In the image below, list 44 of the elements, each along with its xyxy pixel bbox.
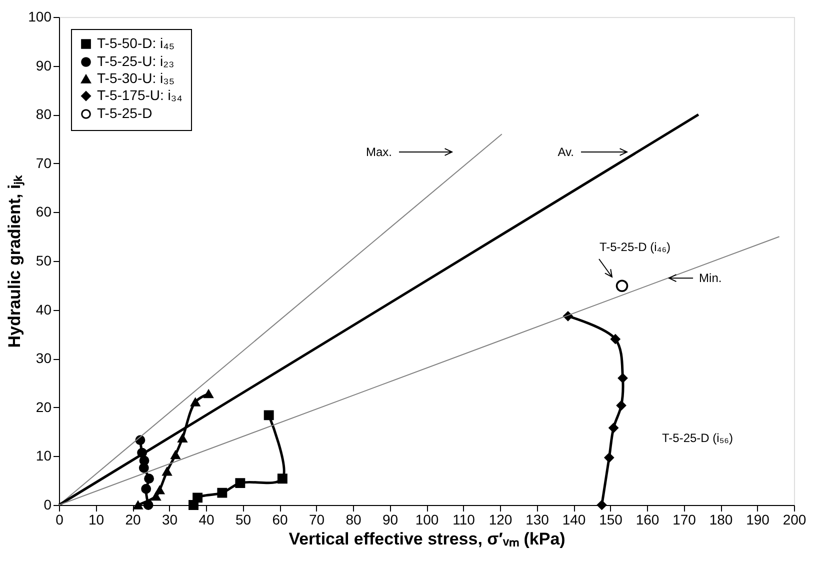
x-tick-label: 40	[198, 512, 214, 528]
annotation: Min.	[699, 271, 722, 286]
x-tick-label: 150	[599, 512, 623, 528]
x-axis-title: Vertical effective stress, σ′ᵥₘ (kPa)	[288, 530, 566, 548]
annotation: T-5-25-D (i₅₆)	[662, 431, 734, 445]
annotation: T-5-25-D (i₄₆)	[599, 240, 671, 254]
y-tick-label: 70	[36, 154, 52, 171]
x-tick-label: 180	[709, 512, 733, 528]
x-tick-label: 170	[672, 512, 696, 528]
y-tick-label: 10	[36, 448, 52, 464]
x-tick-label: 0	[56, 512, 64, 528]
x-tick-label: 110	[452, 512, 476, 528]
y-tick-label: 60	[36, 204, 52, 220]
y-tick-label: 90	[36, 57, 52, 74]
y-tick-label: 40	[36, 301, 52, 318]
x-tick-label: 190	[746, 512, 770, 528]
y-tick-label: 80	[36, 106, 52, 122]
x-tick-label: 30	[162, 512, 178, 528]
x-tick-label: 130	[526, 512, 550, 528]
x-tick-label: 140	[562, 512, 586, 528]
y-axis-title: Hydraulic gradient, iⱼₖ	[5, 174, 26, 348]
y-tick-label: 20	[36, 398, 52, 415]
x-tick-label: 200	[782, 512, 806, 528]
legend-label: T-5-175-U: i₃₄	[97, 87, 183, 103]
legend-label: T-5-30-U: i₃₅	[97, 70, 174, 86]
y-tick-label: 100	[28, 8, 52, 24]
x-tick-label: 120	[488, 512, 512, 528]
y-tick-label: 30	[36, 350, 52, 366]
y-tick-label: 0	[44, 496, 52, 512]
x-tick-label: 50	[235, 512, 252, 528]
annotation: Max.	[366, 145, 392, 159]
x-tick-label: 90	[382, 512, 398, 528]
y-tick-label: 50	[36, 252, 52, 268]
x-tick-label: 160	[636, 512, 660, 528]
x-tick-label: 60	[272, 512, 288, 528]
x-tick-label: 20	[125, 512, 141, 528]
x-tick-label: 10	[88, 512, 104, 528]
x-tick-label: 100	[415, 512, 439, 528]
annotation: Av.	[558, 145, 574, 159]
legend-label: T-5-25-D	[97, 105, 152, 121]
legend-label: T-5-25-U: i₂₃	[97, 53, 174, 69]
x-tick-label: 80	[346, 512, 362, 528]
legend-label: T-5-50-D: i₄₅	[97, 35, 174, 51]
x-tick-label: 70	[308, 512, 325, 528]
